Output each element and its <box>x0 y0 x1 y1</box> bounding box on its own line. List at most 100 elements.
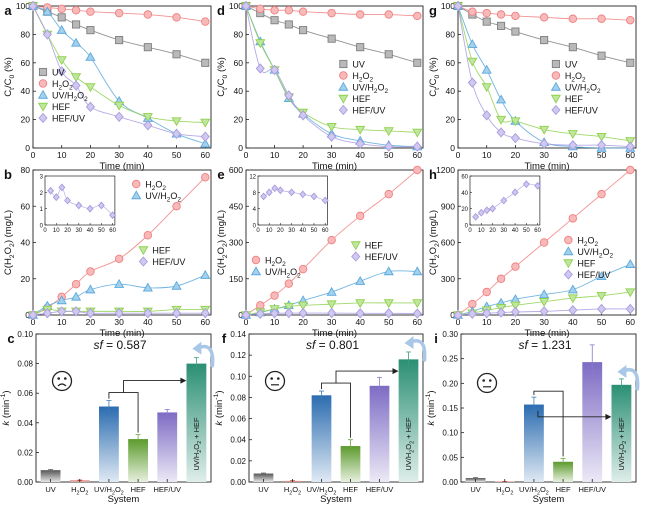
x-tick-label: 20 <box>298 317 308 327</box>
legend-label-HEFUV: HEF/UV <box>365 252 398 262</box>
bar-label-combined: UV/H2​O2​ + HEF <box>192 417 203 471</box>
y-tick-label: 0.12 <box>230 351 246 360</box>
inset-frame <box>257 175 328 226</box>
y-tick-label: 600 <box>229 165 243 175</box>
y-tick-label: 100 <box>229 1 243 11</box>
y-tick-label: 0.00 <box>17 478 33 487</box>
data-point-HEFUV <box>200 131 210 142</box>
data-point-H2O2 <box>496 274 506 283</box>
x-tick-label: HEF/UV <box>366 485 394 494</box>
x-tick-label: 60 <box>626 150 636 160</box>
plot-frame <box>248 333 424 483</box>
curved-arrow-head-icon <box>404 335 414 349</box>
y-tick-label: 150 <box>229 274 243 284</box>
data-point-HEFUV <box>57 306 67 317</box>
data-point-H2O2 <box>482 8 491 18</box>
legend-marker-H2O2 <box>339 71 348 80</box>
inset-x-tick-label: 0 <box>43 228 47 234</box>
data-point-HEF <box>625 288 636 298</box>
data-point-H2O2 <box>201 173 210 182</box>
inset-point <box>58 183 66 192</box>
x-tick-label: 0 <box>31 317 36 327</box>
x-tick-label: 20 <box>86 150 96 160</box>
x-tick-label: 10 <box>57 317 67 327</box>
legend-label-HEFUV: HEF/UV <box>52 114 85 124</box>
legend-label-HEF: HEF <box>577 259 596 269</box>
data-point-HEF <box>142 113 153 122</box>
data-point-H2O2 <box>626 165 635 175</box>
y-tick-label: 60 <box>446 58 456 68</box>
x-axis-label: Time (min) <box>524 161 569 172</box>
arrow-head-icon <box>392 368 399 375</box>
data-point-UVH2O2 <box>85 51 96 61</box>
data-point-UV <box>201 58 210 67</box>
data-point-H2O2 <box>568 14 578 24</box>
data-point-UVH2O2 <box>70 291 82 301</box>
data-point-UV <box>72 20 81 29</box>
face-eye-icon <box>277 377 280 380</box>
legend-marker-H2O2 <box>38 79 48 88</box>
series-line-HEFUV <box>457 5 631 148</box>
data-point-UVH2O2 <box>539 289 550 299</box>
panel-letter: c <box>7 331 14 346</box>
data-point-UV <box>413 58 422 67</box>
legend-marker-HEFUV <box>338 104 348 116</box>
data-point-HEFUV <box>71 306 81 317</box>
data-point-HEFUV <box>539 138 549 149</box>
data-point-HEFUV <box>625 141 635 152</box>
y-tick-label: 0.00 <box>230 478 246 487</box>
inset-point <box>534 181 542 190</box>
data-point-HEFUV <box>298 307 308 319</box>
y-axis-label: C(H2​O2​) (mg/L) <box>3 210 16 275</box>
panel-i: i 0.00 0.05 0.10 0.15 0.20 0.25 0.30 k (min-1​) U… <box>425 330 640 505</box>
inset-x-tick-label: 40 <box>299 228 306 234</box>
data-point-H2O2 <box>355 10 365 19</box>
data-point-HEF <box>114 101 125 111</box>
x-tick-label: UV <box>45 485 55 494</box>
bar-COMB <box>611 384 632 482</box>
data-point-HEF <box>326 123 337 132</box>
legend-label-UVH2O2: UV/H2​O2​ <box>577 247 613 260</box>
data-point-HEFUV <box>568 139 578 151</box>
x-axis-label: Time (min) <box>312 328 357 339</box>
data-point-HEF <box>383 299 394 309</box>
data-point-UVH2O2 <box>625 259 636 268</box>
legend-label-H2O2: H2​O2​ <box>565 71 586 84</box>
data-point-HEFUV <box>467 308 477 319</box>
data-point-H2O2 <box>284 6 294 15</box>
x-tick-label: 50 <box>172 150 182 160</box>
data-point-HEFUV <box>255 308 265 319</box>
inset-x-tick-label: 20 <box>64 228 71 234</box>
inset-point <box>299 190 307 199</box>
data-point-UVH2O2 <box>142 282 153 292</box>
data-point-UVH2O2 <box>481 64 492 74</box>
data-point-UV <box>568 43 577 52</box>
legend-marker-H2O2 <box>551 71 561 80</box>
inset-x-tick-label: 50 <box>98 228 105 234</box>
y-tick-label: 0.08 <box>230 393 246 402</box>
data-point-HEF <box>539 125 550 135</box>
data-point-HEFUV <box>143 120 153 131</box>
data-point-H2O2 <box>86 7 95 16</box>
x-tick-label: 50 <box>384 150 394 160</box>
x-tick-label: H2​O2​ <box>496 485 513 496</box>
y-tick-label: 450 <box>229 201 243 211</box>
data-point-UV <box>57 13 66 22</box>
face-eye-icon <box>270 377 274 380</box>
legend-label-UV: UV <box>52 68 65 78</box>
data-point-HEFUV <box>384 141 394 152</box>
data-point-UVH2O2 <box>596 271 607 281</box>
inset-point <box>321 196 329 205</box>
inset-y-tick-label: 1 <box>40 207 44 213</box>
y-tick-label: 0.04 <box>230 436 246 445</box>
data-point-HEF <box>495 115 507 125</box>
data-point-H2O2 <box>568 214 578 223</box>
y-tick-label: 0 <box>450 310 455 320</box>
data-point-UV <box>384 50 393 59</box>
inset-e: 0 4 8 12 0 10 20 30 40 50 60 <box>249 175 329 235</box>
data-point-HEFUV <box>284 90 294 101</box>
y-tick-label: 0.14 <box>230 330 246 339</box>
data-point-UVH2O2 <box>70 37 82 47</box>
plot-frame <box>460 333 637 483</box>
data-point-HEFUV <box>42 29 52 40</box>
